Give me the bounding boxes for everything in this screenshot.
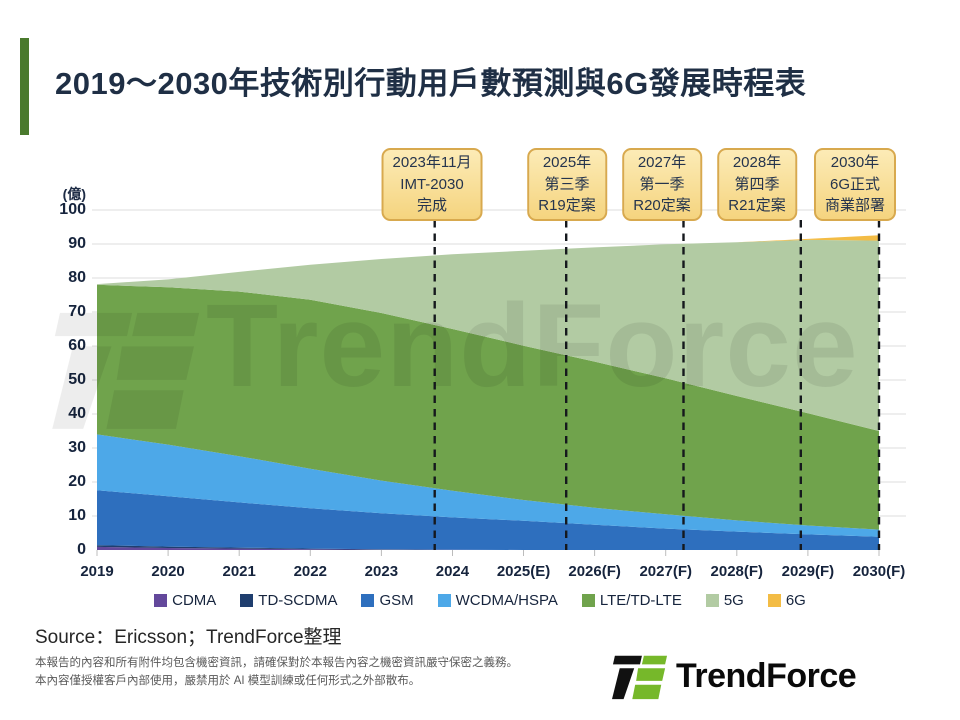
legend-item: 6G (767, 592, 806, 609)
y-axis-label: 100 (59, 201, 86, 218)
y-axis-label: 50 (68, 371, 86, 388)
callout-line: 2027年 (637, 154, 687, 171)
legend-item: LTE/TD-LTE (581, 592, 682, 609)
legend-swatch (705, 594, 719, 607)
legend-label: CDMA (172, 592, 217, 609)
callout-line: IMT-2030 (400, 175, 464, 193)
footer-disclaimer-line: 本報告的內容和所有附件均包含機密資訊，請確保對於本報告內容之機密資訊嚴守保密之義… (35, 657, 518, 669)
footer-disclaimer: 本報告的內容和所有附件均包含機密資訊，請確保對於本報告內容之機密資訊嚴守保密之義… (35, 655, 518, 690)
x-axis-label: 2019 (80, 563, 114, 580)
x-axis-label: 2023 (364, 563, 399, 580)
y-axis-label: 40 (68, 405, 86, 422)
legend-label: LTE/TD-LTE (599, 592, 682, 609)
callout-line: R20定案 (633, 197, 691, 214)
legend-item: CDMA (154, 592, 216, 609)
callout-line: R21定案 (728, 197, 786, 214)
source-text: Source：Ericsson；TrendForce整理 (35, 627, 342, 648)
y-axis-label: 20 (68, 473, 86, 490)
y-axis-label: 30 (68, 439, 86, 456)
x-axis-label: 2025(E) (496, 563, 551, 580)
legend-label: WCDMA/HSPA (455, 592, 558, 609)
y-axis-unit: (億) (62, 186, 86, 202)
legend-swatch (361, 594, 375, 607)
legend-label: TD-SCDMA (258, 592, 338, 609)
y-axis-label: 70 (68, 303, 86, 320)
callout-line: 2030年 (830, 154, 880, 171)
area-series-td-scdma (97, 545, 879, 550)
callout-box: 2030年 6G正式商業部署 (813, 148, 897, 221)
chart-plot (92, 208, 906, 556)
callout-line: 6G正式 (829, 175, 881, 193)
title-accent-bar (20, 38, 29, 135)
callout-line: 第三季 (544, 175, 590, 193)
x-axis-label: 2030(F) (852, 563, 906, 580)
callout-line: 第四季 (734, 175, 780, 193)
legend-item: WCDMA/HSPA (437, 592, 558, 609)
callout-line: 第一季 (639, 175, 685, 193)
area-series-wcdma-hspa (97, 434, 879, 537)
x-axis-label: 2022 (293, 563, 327, 580)
x-axis-label: 2028(F) (710, 563, 764, 580)
callout-box: 2028年第四季 R21定案 (717, 148, 797, 221)
footer-disclaimer-line: 本內容僅授權客戶內部使用，嚴禁用於 AI 模型訓練或任何形式之外部散布。 (35, 674, 421, 687)
legend-swatch (437, 594, 451, 607)
y-axis-label: 80 (68, 269, 86, 286)
callout-line: 商業部署 (824, 197, 886, 214)
x-axis-label: 2027(F) (639, 563, 692, 580)
legend-swatch (240, 594, 254, 607)
x-axis-label: 2029(F) (781, 563, 835, 580)
trendforce-logo: TrendForce (612, 650, 857, 702)
logo-emblem-icon (612, 655, 668, 700)
x-axis-label: 2024 (435, 563, 470, 580)
legend-swatch (581, 594, 595, 607)
legend-item: 5G (705, 592, 744, 609)
callout-box: 2023年11月 IMT-2030 完成 (381, 148, 483, 221)
y-axis-label: 60 (68, 337, 86, 354)
legend-item: GSM (361, 592, 414, 609)
callout-line: 2023年11月 (392, 154, 472, 171)
callout-box: 2025年第三季 R19定案 (527, 148, 607, 221)
legend-label: GSM (379, 592, 414, 609)
callout-line: 2025年 (542, 154, 592, 171)
callout-box: 2027年第一季 R20定案 (622, 148, 702, 221)
x-axis-label: 2020 (151, 563, 185, 580)
callout-line: R19定案 (538, 197, 596, 214)
y-axis-label: 90 (68, 235, 86, 252)
legend-label: 5G (723, 592, 744, 609)
x-axis-label: 2021 (222, 563, 256, 580)
area-series-cdma (97, 546, 879, 550)
x-axis-label: 2026(F) (568, 563, 621, 580)
legend-label: 6G (785, 592, 806, 609)
page-title: 2019～2030年技術別行動用戶數預測與6G發展時程表 (55, 66, 807, 101)
logo-text: TrendForce (676, 657, 857, 695)
callout-line: 完成 (416, 197, 448, 214)
y-axis-label: 0 (77, 541, 86, 558)
legend-swatch (154, 594, 168, 607)
legend-swatch (767, 594, 781, 607)
callout-line: 2028年 (732, 154, 782, 171)
chart-canvas (92, 209, 906, 556)
y-axis-label: 10 (68, 507, 86, 524)
legend-item: TD-SCDMA (240, 592, 337, 609)
legend: CDMA TD-SCDMA GSM WCDMA/HSPA LTE/TD-LTE 5G 6G (0, 592, 960, 609)
